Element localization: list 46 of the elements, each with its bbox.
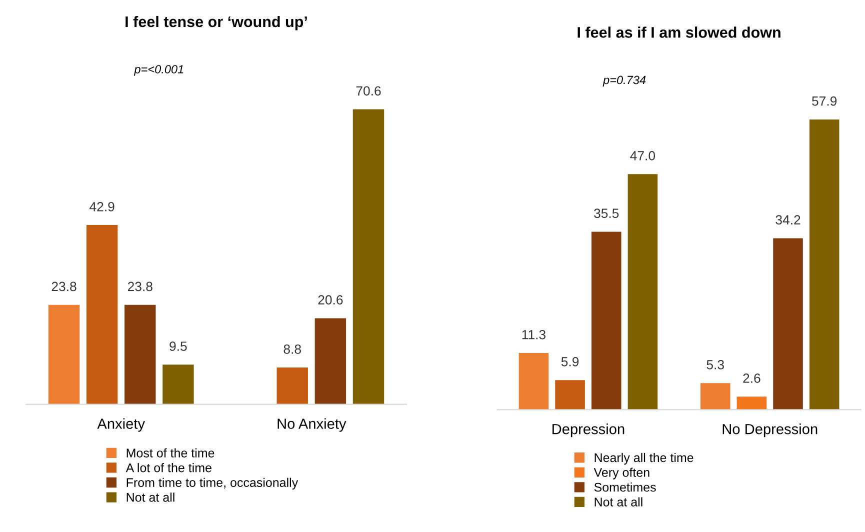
bar (773, 238, 803, 410)
data-label: 70.6 (356, 86, 381, 96)
data-label: 9.5 (170, 342, 187, 351)
text: p=0.734 (602, 76, 646, 87)
bar (352, 109, 384, 404)
bar (276, 368, 308, 404)
data-label: 47.0 (630, 151, 656, 160)
data-label: 35.5 (594, 208, 619, 218)
legend-label: Not at all (126, 492, 174, 502)
chart-title: I feel as if I am slowed down (578, 26, 780, 38)
bar (314, 318, 346, 404)
bar (700, 383, 730, 410)
data-label: 57.9 (812, 96, 837, 106)
text: p=<0.001 (134, 65, 184, 76)
x-tick-label: Depression (552, 424, 624, 438)
x-tick-label: Anxiety (97, 418, 145, 432)
bar (555, 380, 585, 410)
x-tick-label: No Depression (722, 424, 818, 438)
bar (124, 304, 156, 404)
bar (86, 225, 118, 404)
chart-title: I feel tense or ‘wound up’ (126, 16, 307, 30)
legend-label: Nearly all the time (594, 452, 694, 465)
data-label: 23.8 (128, 282, 152, 292)
data-label: 34.2 (776, 215, 800, 225)
x-tick-label: No Anxiety (278, 418, 346, 432)
legend-label: A lot of the time (126, 463, 212, 472)
legend-label: Not at all (594, 497, 642, 506)
bar (809, 119, 840, 410)
data-label: 42.9 (90, 202, 114, 212)
legend-label: From time to time, occasionally (126, 478, 298, 490)
legend-label: Very often (594, 468, 650, 480)
bar (628, 174, 658, 410)
bar (48, 304, 80, 404)
data-label: 11.3 (522, 330, 546, 340)
bar (518, 353, 549, 410)
data-label: 5.9 (561, 357, 579, 366)
legend-label: Sometimes (594, 482, 656, 492)
data-label: 23.8 (52, 282, 76, 292)
data-label: 20.6 (318, 295, 343, 305)
bar (162, 364, 194, 404)
legend-label: Most of the time (126, 448, 214, 458)
data-label: 2.6 (743, 374, 760, 383)
data-label: 5.3 (706, 360, 724, 370)
bar (736, 396, 767, 410)
bar (591, 232, 622, 410)
data-label: 8.8 (284, 344, 301, 354)
